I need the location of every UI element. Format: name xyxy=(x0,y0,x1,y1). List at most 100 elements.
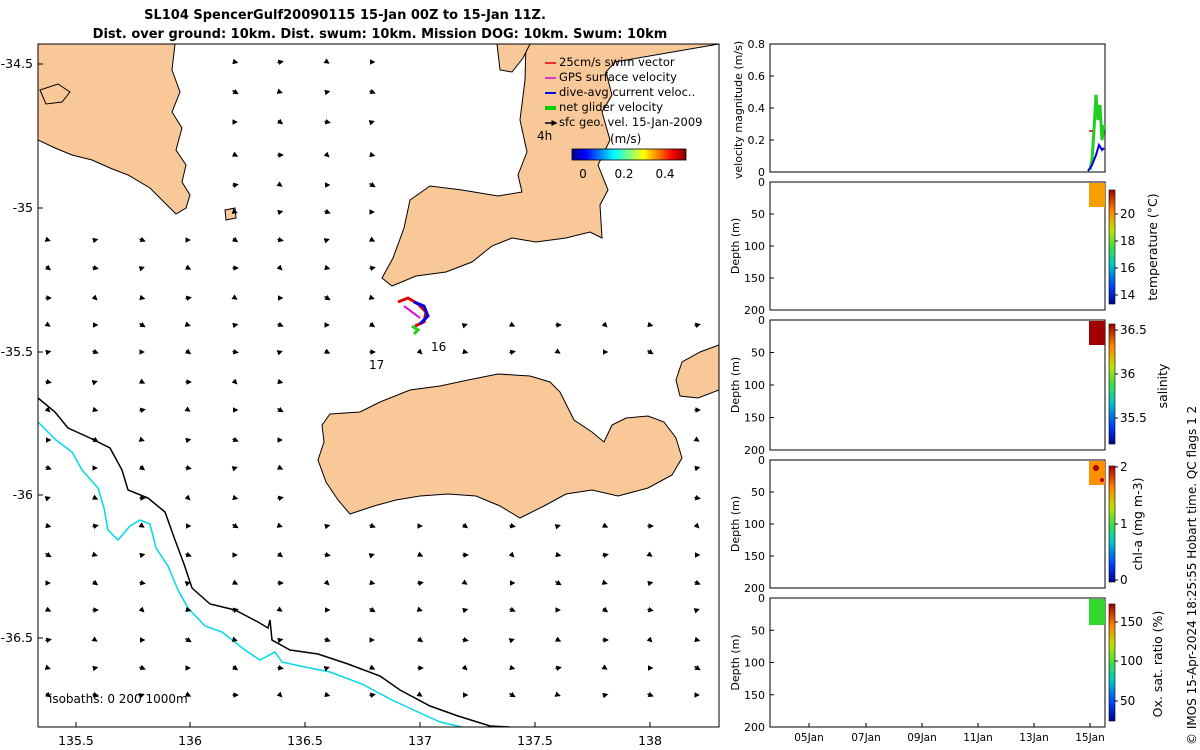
velocity-colorbar xyxy=(571,148,687,161)
surface-velocity-arrow xyxy=(323,151,330,158)
surface-velocity-arrow xyxy=(509,606,516,613)
surface-velocity-arrow xyxy=(184,264,192,270)
surface-velocity-arrow xyxy=(368,321,376,328)
surface-velocity-arrow xyxy=(277,637,284,644)
map-y-tick-label: -34.5 xyxy=(1,56,33,71)
velocity-y-tick-label: 0.2 xyxy=(748,134,766,147)
surface-velocity-arrow xyxy=(276,606,283,612)
isobaths-caption: isobaths: 0 200 1000m xyxy=(49,692,188,706)
surface-velocity-arrow xyxy=(694,465,701,472)
surface-velocity-arrow xyxy=(44,321,51,327)
surface-velocity-arrow xyxy=(44,606,52,612)
map-x-tick-label: 136 xyxy=(178,733,202,748)
temperature-panel: temperature (°C) xyxy=(769,181,1160,311)
land-north-strip xyxy=(496,44,531,73)
surface-velocity-arrow xyxy=(45,637,52,644)
credit-text: © IMOS 15-Apr-2024 18:25:55 Hobart time.… xyxy=(1185,405,1199,745)
surface-velocity-arrow xyxy=(185,464,192,471)
surface-velocity-arrow xyxy=(92,665,99,672)
velocity-y-tick-label: 0.8 xyxy=(748,38,766,51)
surface-velocity-arrow xyxy=(276,181,283,187)
surface-velocity-arrow xyxy=(646,551,653,557)
surface-velocity-arrow xyxy=(554,636,562,642)
surface-velocity-arrow xyxy=(369,151,376,158)
time-tick-label: 09Jan xyxy=(907,732,937,744)
surface-velocity-arrow xyxy=(92,237,99,244)
velocity-y-tick-label: 0.6 xyxy=(748,70,766,83)
velocity-current-trace xyxy=(1087,142,1105,172)
surface-velocity-arrow xyxy=(92,348,99,355)
surface-velocity-arrow xyxy=(232,494,239,501)
surface-velocity-arrow xyxy=(45,378,52,385)
surface-velocity-arrow xyxy=(368,294,375,300)
temperature-label: temperature (°C) xyxy=(1145,193,1160,300)
velocity-y-tick-label: 0 xyxy=(758,166,765,179)
surface-velocity-arrow xyxy=(601,606,609,613)
surface-velocity-arrow xyxy=(277,209,284,216)
surface-velocity-arrow xyxy=(601,579,608,585)
surface-velocity-arrow xyxy=(369,606,376,613)
surface-velocity-arrow xyxy=(276,691,283,698)
glider-net-velocity xyxy=(411,324,421,336)
surface-velocity-arrow xyxy=(91,579,99,586)
surface-velocity-arrow xyxy=(602,552,609,559)
time-tick-label: 07Jan xyxy=(851,732,881,744)
depth-tick-label: 0 xyxy=(758,314,765,327)
surface-velocity-arrow xyxy=(232,348,239,355)
surface-velocity-arrow xyxy=(694,664,701,671)
surface-velocity-arrow xyxy=(91,380,98,386)
glider-dive-avg-current xyxy=(413,300,430,326)
colorbar-tick-label: 150 xyxy=(1120,615,1143,629)
depth-tick-label: 100 xyxy=(744,657,765,670)
chla-colorbar xyxy=(1108,465,1116,583)
temperature-data-patch xyxy=(1089,183,1105,207)
surface-velocity-arrow xyxy=(138,693,145,699)
depth-tick-label: 0 xyxy=(758,592,765,605)
time-label: 4h xyxy=(537,129,552,143)
time-tick-label: 11Jan xyxy=(963,732,993,744)
surface-velocity-arrow xyxy=(184,581,191,587)
surface-velocity-arrow xyxy=(508,638,515,644)
temperature-colorbar xyxy=(1108,189,1116,305)
colorbar-tick: 0 xyxy=(579,167,587,181)
time-tick-label: 13Jan xyxy=(1019,732,1049,744)
surface-velocity-arrow xyxy=(139,407,146,414)
surface-velocity-arrow xyxy=(324,118,331,125)
surface-velocity-arrow xyxy=(554,524,561,530)
surface-velocity-arrow xyxy=(369,88,376,95)
surface-velocity-arrow xyxy=(44,496,51,502)
oxygen-panel: Ox. sat. ratio (%) xyxy=(769,597,1165,728)
colorbar-tick-label: 100 xyxy=(1120,654,1143,668)
surface-velocity-arrow xyxy=(601,522,609,528)
colorbar-tick-label: 50 xyxy=(1120,694,1135,708)
map-title-line-2: Dist. over ground: 10km. Dist. swum: 10k… xyxy=(92,27,668,42)
surface-velocity-arrow xyxy=(232,522,239,529)
surface-velocity-arrow xyxy=(184,691,192,697)
surface-velocity-arrow xyxy=(138,378,146,384)
colorbar-unit: (m/s) xyxy=(610,132,641,146)
depth-tick-label: 200 xyxy=(744,444,765,457)
surface-velocity-arrow xyxy=(91,294,98,301)
colorbar-tick-label: 20 xyxy=(1120,207,1135,221)
surface-velocity-arrow xyxy=(509,664,516,671)
surface-velocity-arrow xyxy=(276,464,284,470)
surface-velocity-arrow xyxy=(369,265,376,272)
surface-velocity-arrow xyxy=(324,551,331,558)
legend-label: 25cm/s swim vector xyxy=(559,55,675,69)
surface-velocity-arrow xyxy=(509,691,516,698)
surface-velocity-arrow xyxy=(369,692,376,699)
surface-velocity-arrow xyxy=(276,264,283,271)
surface-velocity-arrow xyxy=(276,88,283,94)
surface-velocity-arrow xyxy=(324,264,331,271)
surface-velocity-arrow xyxy=(185,551,192,558)
legend-label: sfc geo. vel. 15-Jan-2009 xyxy=(559,115,703,129)
velocity-ylabel: velocity magnitude (m/s) xyxy=(732,41,745,179)
map-y-tick-label: -35 xyxy=(13,200,33,215)
colorbar-tick-label: 18 xyxy=(1120,234,1135,248)
surface-velocity-arrow xyxy=(693,522,700,529)
surface-velocity-arrow xyxy=(693,436,700,442)
surface-velocity-arrow xyxy=(647,691,654,698)
surface-velocity-arrow xyxy=(368,664,376,670)
surface-velocity-arrow xyxy=(323,348,331,354)
